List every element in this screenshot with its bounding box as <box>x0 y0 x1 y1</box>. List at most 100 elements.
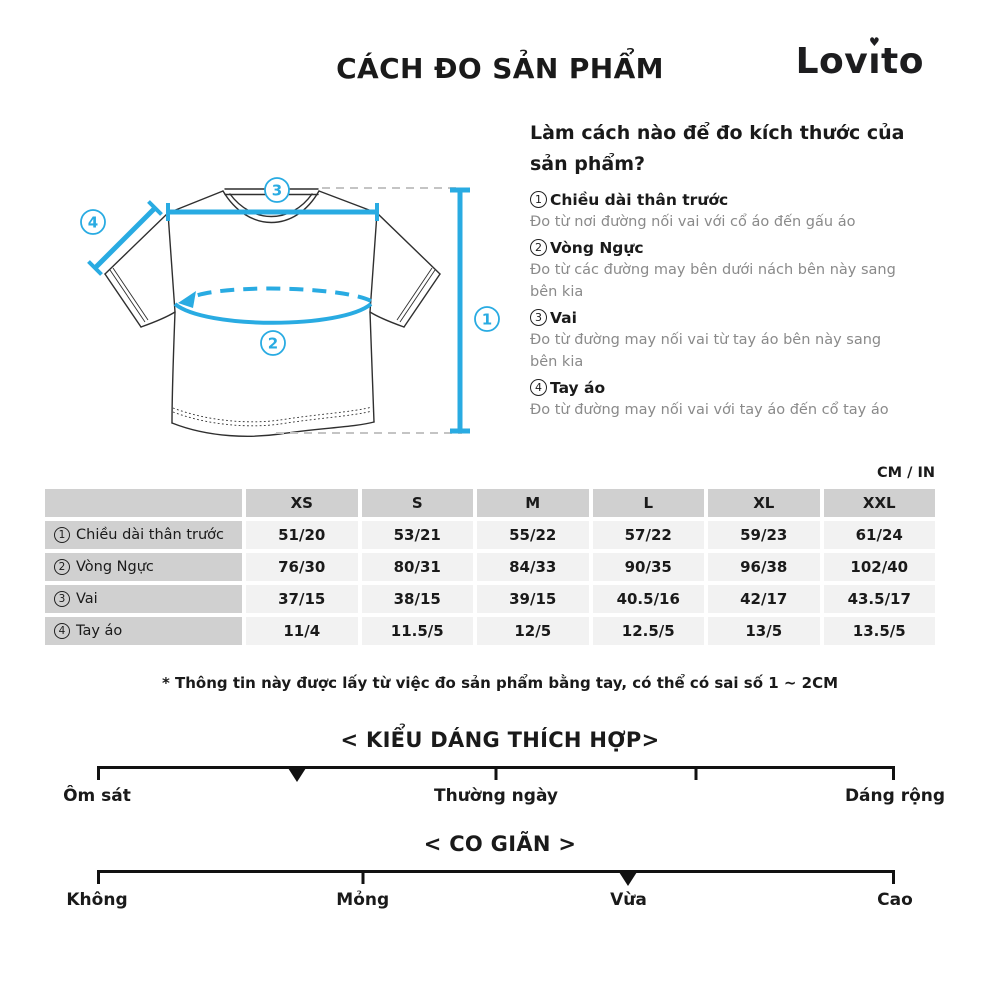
table-row-label: 4 Tay áo <box>45 617 242 645</box>
measurement-value-cell: 38/15 <box>361 585 473 613</box>
diagram-callouts: 3 4 2 1 <box>80 177 500 356</box>
row-label-text: Tay áo <box>76 623 123 639</box>
heart-icon: ♥ <box>868 35 881 49</box>
guide-item-description: Đo từ các đường may bên dưới nách bên nà… <box>530 262 896 300</box>
scale-tick <box>494 766 498 780</box>
scale-tick <box>892 870 895 884</box>
table-row-label: 2 Vòng Ngực <box>45 553 242 581</box>
scale-label: Thường ngày <box>434 786 558 806</box>
guide-item: 1 Chiều dài thân trước Đo từ nơi đường nối… <box>530 189 942 234</box>
circled-number: 4 <box>54 623 70 639</box>
chest-measure-ellipse <box>173 286 373 325</box>
guide-item-label: 3 Vai <box>530 307 942 329</box>
scale-line <box>97 870 895 873</box>
measurement-value-cell: 80/31 <box>361 553 473 581</box>
guide-item-label: 1 Chiều dài thân trước <box>530 189 942 211</box>
guide-item-description: Đo từ nơi đường nối vai với cổ áo đến gấ… <box>530 214 856 230</box>
callout-3: 3 <box>272 182 282 200</box>
table-row-label: 3 Vai <box>45 585 242 613</box>
scale-line-track <box>97 870 895 886</box>
length-measure-line <box>450 187 470 434</box>
measurement-value-cell: 51/20 <box>246 521 358 549</box>
lovito-logo: Lov ♥ ıto <box>795 35 924 82</box>
measurement-value-cell: 39/15 <box>477 585 589 613</box>
extension-dashed-lines <box>276 187 462 434</box>
circled-number: 4 <box>530 379 547 397</box>
row-label-text: Vai <box>76 591 98 607</box>
guide-item-label-text: Chiều dài thân trước <box>550 190 729 209</box>
guide-item: 4 Tay áo Đo từ đường may nối vai với tay á… <box>530 377 942 422</box>
guide-item-description: Đo từ đường may nối vai từ tay áo bên nà… <box>530 332 882 370</box>
guide-items: 1 Chiều dài thân trước Đo từ nơi đường nối… <box>530 189 942 422</box>
tshirt-outline <box>104 188 441 437</box>
measurement-value-cell: 43.5/17 <box>823 585 935 613</box>
scale-tick <box>97 870 100 884</box>
measurement-value-cell: 57/22 <box>592 521 704 549</box>
measurement-value-cell: 13.5/5 <box>823 617 935 645</box>
circled-number: 2 <box>530 239 547 257</box>
callout-4-circle <box>80 209 106 235</box>
measurement-value-cell: 11.5/5 <box>361 617 473 645</box>
measure-guide: Làm cách nào để đo kích thước của sản ph… <box>530 118 942 422</box>
stitch-lines <box>109 267 436 427</box>
measurement-value-cell: 90/35 <box>592 553 704 581</box>
arrowhead-icon <box>178 291 196 308</box>
measurement-value-cell: 96/38 <box>708 553 820 581</box>
callout-2-circle <box>260 330 286 356</box>
size-column-header: M <box>477 489 589 517</box>
guide-item-label: 4 Tay áo <box>530 377 942 399</box>
scale-tick <box>361 870 365 884</box>
circled-number: 1 <box>530 191 547 209</box>
scale-label: Dáng rộng <box>844 786 946 806</box>
row-label-text: Chiều dài thân trước <box>76 527 225 543</box>
scale-section: < KIỂU DÁNG THÍCH HỢP> Ôm sát Thường ngày D… <box>0 728 1000 812</box>
measurement-value-cell: 102/40 <box>823 553 935 581</box>
measurement-value-cell: 61/24 <box>823 521 935 549</box>
size-column-header: S <box>361 489 473 517</box>
guide-heading: Làm cách nào để đo kích thước của sản ph… <box>530 122 905 175</box>
guide-item-label-text: Vòng Ngực <box>550 238 644 257</box>
size-column-header: XL <box>708 489 820 517</box>
measurement-value-cell: 53/21 <box>361 521 473 549</box>
fit-and-stretch-scales: < KIỂU DÁNG THÍCH HỢP> Ôm sát Thường ngày D… <box>0 722 1000 916</box>
measurement-value-cell: 84/33 <box>477 553 589 581</box>
scale-tick <box>97 766 100 780</box>
size-column-header: XS <box>246 489 358 517</box>
size-column-header: XXL <box>823 489 935 517</box>
table-corner-cell <box>45 489 242 517</box>
tshirt-measurement-diagram: 3 4 2 1 <box>80 177 500 437</box>
callout-2: 2 <box>268 335 278 353</box>
guide-item-label-text: Tay áo <box>550 378 606 397</box>
measurement-value-cell: 76/30 <box>246 553 358 581</box>
logo-text: Lov <box>795 41 869 82</box>
scale-marker-icon <box>287 768 306 782</box>
scale-label: Mỏng <box>336 890 390 910</box>
shoulder-measure-line <box>166 203 379 221</box>
circled-number: 3 <box>530 309 547 327</box>
guide-item-label: 2 Vòng Ngực <box>530 237 942 259</box>
guide-item: 3 Vai Đo từ đường may nối vai từ tay áo bê… <box>530 307 942 374</box>
scale-labels: Ôm sát Thường ngày Dáng rộng <box>63 786 945 812</box>
callout-3-circle <box>264 177 290 203</box>
measurement-value-cell: 12/5 <box>477 617 589 645</box>
scale-label: Vừa <box>610 890 647 910</box>
measurement-value-cell: 13/5 <box>708 617 820 645</box>
page-title: CÁCH ĐO SẢN PHẨM <box>336 52 664 85</box>
measurement-value-cell: 40.5/16 <box>592 585 704 613</box>
guide-item-label-text: Vai <box>550 308 577 327</box>
scale-label: Không <box>66 890 128 910</box>
measurement-value-cell: 37/15 <box>246 585 358 613</box>
scale-marker-icon <box>619 872 638 886</box>
row-label-text: Vòng Ngực <box>76 559 154 575</box>
table-row-label: 1 Chiều dài thân trước <box>45 521 242 549</box>
scale-title: < CO GIÃN > <box>423 832 577 856</box>
scale-title: < KIỂU DÁNG THÍCH HỢP> <box>340 728 660 752</box>
guide-item-description: Đo từ đường may nối vai với tay áo đến c… <box>530 402 889 419</box>
circled-number: 2 <box>54 559 70 575</box>
measurement-value-cell: 59/23 <box>708 521 820 549</box>
scale-tick <box>892 766 895 780</box>
scale-label: Cao <box>877 890 913 910</box>
callout-1-circle <box>474 306 500 332</box>
unit-label: CM / IN <box>877 465 935 481</box>
measurement-disclaimer: * Thông tin này được lấy từ việc đo sản … <box>161 674 839 692</box>
